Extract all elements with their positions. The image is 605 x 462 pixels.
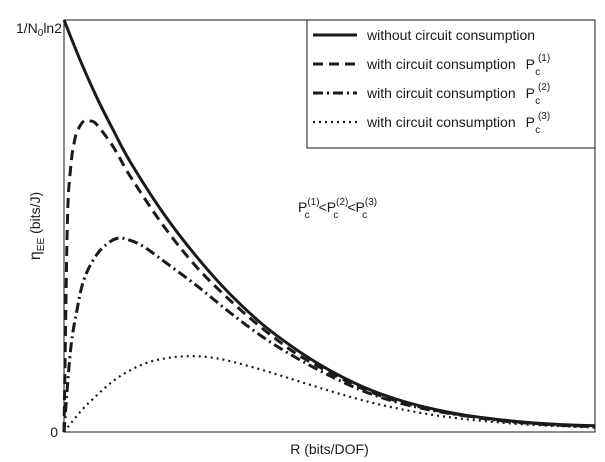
series-line-1 xyxy=(62,19,596,428)
y-axis-label-unit: (bits/J) xyxy=(27,192,43,234)
y-tick-top-sub: 0 xyxy=(38,28,44,39)
legend-box xyxy=(306,19,596,149)
legend-label-3: with circuit consumption P (2) c xyxy=(366,82,550,107)
x-axis-label: R (bits/DOF) xyxy=(290,441,369,457)
annotation-sup1: (1) xyxy=(307,197,319,208)
annotation-sup2: (2) xyxy=(336,197,348,208)
y-tick-label-top: 1/N0ln2 xyxy=(16,20,62,39)
annotation-p2: P xyxy=(327,199,336,215)
legend: without circuit consumption with circuit … xyxy=(306,19,596,149)
annotation-p3: P xyxy=(356,199,365,215)
legend-label-2: with circuit consumption P (1) c xyxy=(366,53,550,78)
annotation-sub2: c xyxy=(333,210,338,221)
legend-label-1: without circuit consumption xyxy=(366,27,535,43)
legend-label-4: with circuit consumption P (3) c xyxy=(366,111,550,136)
annotation-sub1: c xyxy=(305,210,310,221)
y-tick-top-part1: 1/N xyxy=(16,20,38,36)
series-line-2 xyxy=(62,118,596,433)
annotation-sup3: (3) xyxy=(365,197,377,208)
y-tick-top-part2: ln2 xyxy=(43,20,62,36)
annotation-lt1: < xyxy=(319,199,327,215)
series-line-3 xyxy=(62,236,596,433)
y-axis-label: ηEE (bits/J) xyxy=(27,192,47,260)
y-axis-label-sub: EE xyxy=(36,238,47,252)
series-line-4 xyxy=(63,355,596,433)
annotation-inequality: P(1) c<P(2) c<P(3) c xyxy=(298,197,377,221)
annotation-p1: P xyxy=(298,199,307,215)
series-layer xyxy=(62,19,596,433)
y-tick-label-bottom: 0 xyxy=(50,424,58,440)
annotation-lt2: < xyxy=(347,199,355,215)
legend-entries: without circuit consumption with circuit … xyxy=(313,27,550,136)
annotation-sub3: c xyxy=(362,210,367,221)
y-axis-label-main: η xyxy=(27,251,44,260)
